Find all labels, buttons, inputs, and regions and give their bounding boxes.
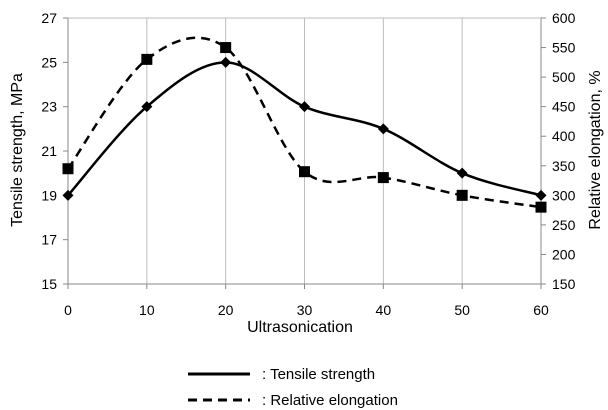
legend-label-elongation: : Relative elongation bbox=[262, 392, 398, 409]
marker-tensile-strength bbox=[299, 101, 310, 113]
legend: : Tensile strength : Relative elongation bbox=[188, 366, 398, 409]
marker-relative-elongation bbox=[456, 189, 468, 201]
marker-relative-elongation bbox=[299, 166, 310, 178]
y-left-tick-label: 23 bbox=[41, 99, 57, 115]
tick-labels: 0 10 20 30 40 50 60 15 17 19 21 23 25 27 150 200 250 300 3… bbox=[41, 10, 575, 318]
y-right-tick-label: 500 bbox=[552, 69, 576, 85]
y-right-tick-label: 400 bbox=[552, 128, 576, 144]
y-right-tick-label: 200 bbox=[552, 246, 576, 262]
x-tick-label: 30 bbox=[297, 302, 313, 318]
y-right-tick-label: 350 bbox=[552, 158, 576, 174]
y-left-tick-label: 15 bbox=[41, 276, 57, 292]
x-axis-title: Ultrasonication bbox=[247, 319, 353, 336]
y-left-tick-label: 27 bbox=[41, 10, 57, 26]
marker-relative-elongation bbox=[220, 42, 232, 54]
marker-tensile-strength bbox=[141, 101, 153, 113]
marker-relative-elongation bbox=[535, 201, 547, 213]
series-layer bbox=[62, 36, 547, 213]
y-left-tick-label: 21 bbox=[41, 143, 57, 159]
y-right-tick-label: 300 bbox=[552, 187, 576, 203]
marker-tensile-strength bbox=[62, 189, 74, 201]
y-axis-right-title: Relative elongation, % bbox=[587, 70, 604, 229]
x-tick-label: 50 bbox=[454, 302, 470, 318]
marker-relative-elongation bbox=[62, 163, 74, 175]
x-tick-label: 40 bbox=[376, 302, 392, 318]
y-right-tick-label: 450 bbox=[552, 99, 576, 115]
marker-tensile-strength bbox=[535, 189, 547, 201]
plot-frame bbox=[63, 17, 546, 289]
x-tick-label: 60 bbox=[533, 302, 549, 318]
marker-tensile-strength bbox=[456, 167, 468, 179]
marker-tensile-strength bbox=[377, 123, 389, 135]
x-tick-label: 20 bbox=[218, 302, 234, 318]
y-right-tick-label: 150 bbox=[552, 276, 576, 292]
x-tick-label: 10 bbox=[139, 302, 155, 318]
y-left-tick-label: 19 bbox=[41, 187, 57, 203]
x-tick-label: 0 bbox=[64, 302, 72, 318]
legend-label-tensile: : Tensile strength bbox=[262, 366, 375, 383]
marker-tensile-strength bbox=[220, 56, 232, 68]
y-right-tick-label: 250 bbox=[552, 217, 576, 233]
marker-relative-elongation bbox=[141, 53, 153, 65]
y-right-tick-label: 600 bbox=[552, 10, 576, 26]
y-axis-left-title: Tensile strength, MPa bbox=[9, 73, 26, 227]
y-right-tick-label: 550 bbox=[552, 40, 576, 56]
grid-lines bbox=[146, 18, 542, 284]
y-left-tick-label: 25 bbox=[41, 54, 57, 70]
marker-relative-elongation bbox=[377, 172, 389, 184]
y-left-tick-label: 17 bbox=[41, 232, 57, 248]
